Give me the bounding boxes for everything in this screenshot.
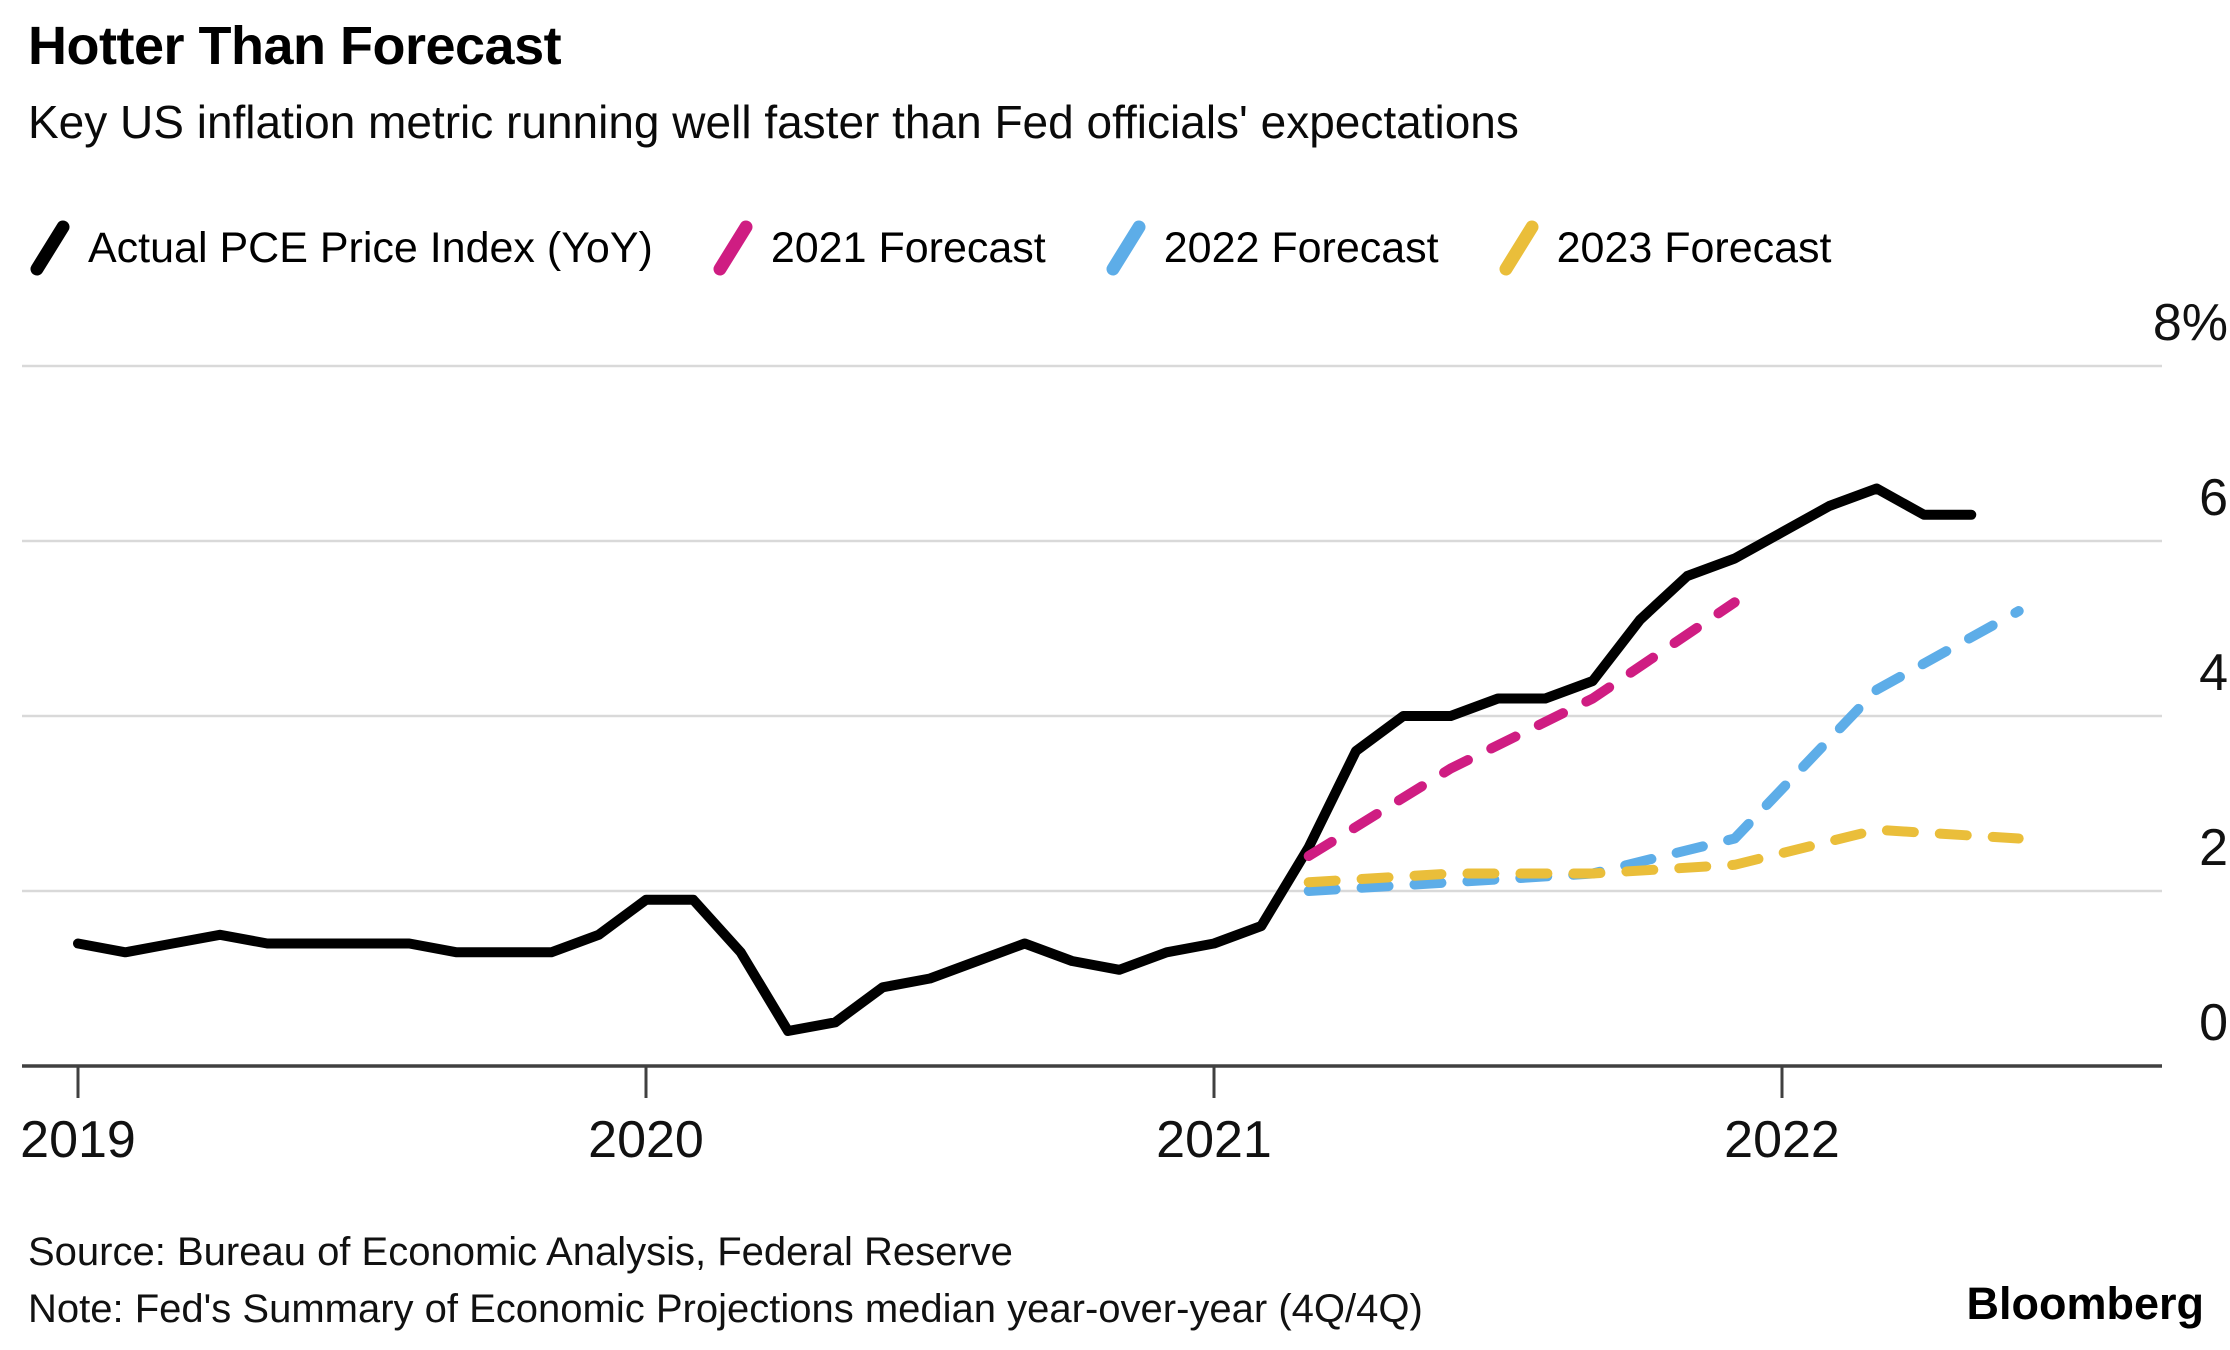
note-text: Note: Fed's Summary of Economic Projecti… bbox=[28, 1287, 1423, 1331]
legend-label: 2023 Forecast bbox=[1556, 224, 1832, 272]
y-axis-tick-label: 6 bbox=[2199, 469, 2228, 527]
forecast-2021-slash-icon bbox=[713, 220, 753, 276]
actual-series-slash-icon bbox=[30, 220, 70, 276]
x-axis-tick-label: 2019 bbox=[20, 1111, 136, 1169]
x-axis-tick-label: 2020 bbox=[588, 1111, 704, 1169]
chart-subtitle: Key US inflation metric running well fas… bbox=[28, 96, 1519, 148]
x-axis-tick-label: 2022 bbox=[1724, 1111, 1840, 1169]
y-axis-tick-label: 4 bbox=[2199, 644, 2228, 702]
y-axis-tick-label: 8% bbox=[2152, 294, 2228, 352]
legend-label: 2021 Forecast bbox=[770, 224, 1046, 272]
chart-legend: Actual PCE Price Index (YoY) 2021 Foreca… bbox=[28, 218, 1832, 278]
x-axis-tick-label: 2021 bbox=[1156, 1111, 1272, 1169]
legend-item-2021-forecast: 2021 Forecast bbox=[711, 218, 1046, 278]
source-text: Source: Bureau of Economic Analysis, Fed… bbox=[28, 1230, 1013, 1274]
footer: Source: Bureau of Economic Analysis, Fed… bbox=[28, 1224, 1423, 1338]
legend-item-2023-forecast: 2023 Forecast bbox=[1497, 218, 1832, 278]
bloomberg-logo: Bloomberg bbox=[1966, 1278, 2204, 1329]
forecast-2023-slash-icon bbox=[1499, 220, 1539, 276]
series-actual-pce-price-index-yoy bbox=[73, 483, 1977, 1036]
series-2023-forecast bbox=[1303, 824, 2024, 888]
series-2021-forecast bbox=[1303, 597, 1740, 861]
legend-label: Actual PCE Price Index (YoY) bbox=[88, 224, 653, 272]
chart-title: Hotter Than Forecast bbox=[28, 16, 562, 76]
legend-label: 2022 Forecast bbox=[1163, 224, 1439, 272]
y-axis-tick-label: 0 bbox=[2199, 994, 2228, 1052]
series-2022-forecast bbox=[1303, 606, 2024, 896]
legend-item-2022-forecast: 2022 Forecast bbox=[1104, 218, 1439, 278]
y-axis-tick-label: 2 bbox=[2199, 819, 2228, 877]
forecast-2022-slash-icon bbox=[1106, 220, 1146, 276]
legend-item-actual-pce: Actual PCE Price Index (YoY) bbox=[28, 218, 653, 278]
